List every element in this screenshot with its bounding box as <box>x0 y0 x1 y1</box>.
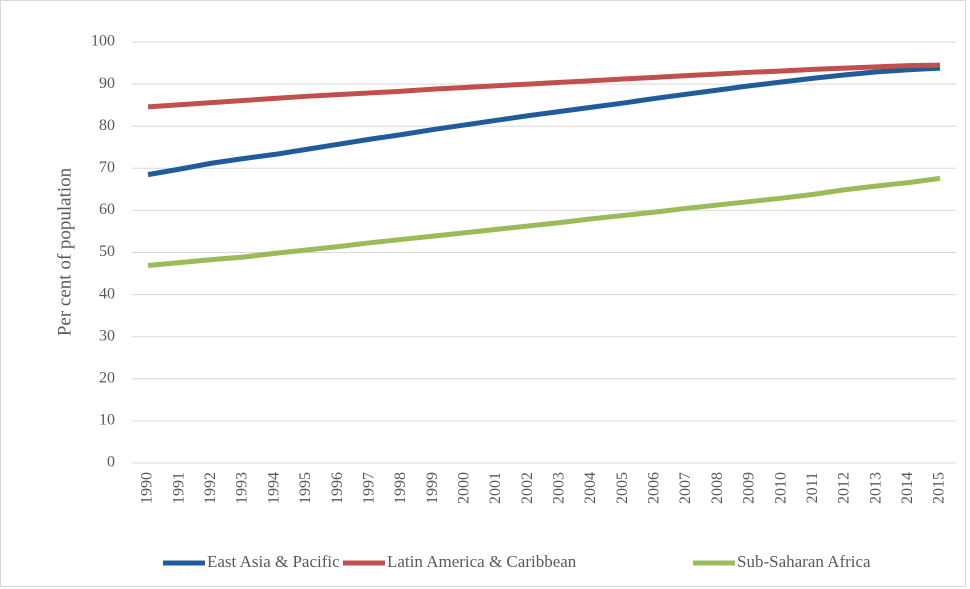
y-tick-label: 60 <box>99 201 115 218</box>
y-tick-label: 90 <box>99 75 115 92</box>
y-tick-label: 20 <box>99 369 115 386</box>
x-tick-label: 1993 <box>234 472 251 504</box>
y-tick-label: 30 <box>99 327 115 344</box>
x-tick-label: 2005 <box>614 472 631 504</box>
x-tick-label: 1990 <box>139 472 156 504</box>
y-axis-label: Per cent of population <box>54 167 75 336</box>
y-tick-label: 0 <box>107 454 115 471</box>
x-tick-label: 1994 <box>265 472 282 504</box>
x-tick-label: 2009 <box>741 472 758 504</box>
x-tick-label: 2012 <box>836 472 853 504</box>
x-tick-label: 2011 <box>804 472 821 503</box>
x-tick-label: 1999 <box>424 472 441 504</box>
series-line <box>147 62 941 110</box>
x-tick-label: 1991 <box>170 472 187 504</box>
x-tick-label: 2015 <box>931 472 948 504</box>
x-tick-label: 2010 <box>772 472 789 504</box>
y-tick-label: 70 <box>99 159 115 176</box>
x-tick-label: 2003 <box>551 472 568 504</box>
x-tick-label: 1996 <box>329 472 346 504</box>
x-tick-label: 1995 <box>297 472 314 504</box>
x-tick-label: 2014 <box>899 472 916 504</box>
x-tick-label: 2004 <box>582 472 599 504</box>
x-tick-label: 2000 <box>455 472 472 504</box>
y-tick-label: 80 <box>99 117 115 134</box>
y-tick-label: 50 <box>99 243 115 260</box>
x-tick-label: 2002 <box>519 472 536 504</box>
y-tick-label: 100 <box>91 33 115 50</box>
x-tick-label: 2007 <box>677 472 694 504</box>
x-tick-label: 1997 <box>360 472 377 504</box>
legend-label: Sub-Saharan Africa <box>737 552 871 571</box>
x-tick-label: 1998 <box>392 472 409 504</box>
x-tick-label: 2001 <box>487 472 504 504</box>
legend-label: East Asia & Pacific <box>207 552 340 571</box>
y-tick-label: 40 <box>99 285 115 302</box>
x-tick-label: 2006 <box>646 472 663 504</box>
x-tick-label: 2013 <box>867 472 884 504</box>
legend-label: Latin America & Caribbean <box>387 552 577 571</box>
x-tick-label: 1992 <box>202 472 219 504</box>
y-tick-label: 10 <box>99 412 115 429</box>
series-line <box>147 175 941 269</box>
x-tick-label: 2008 <box>709 472 726 504</box>
series-line <box>147 65 941 178</box>
